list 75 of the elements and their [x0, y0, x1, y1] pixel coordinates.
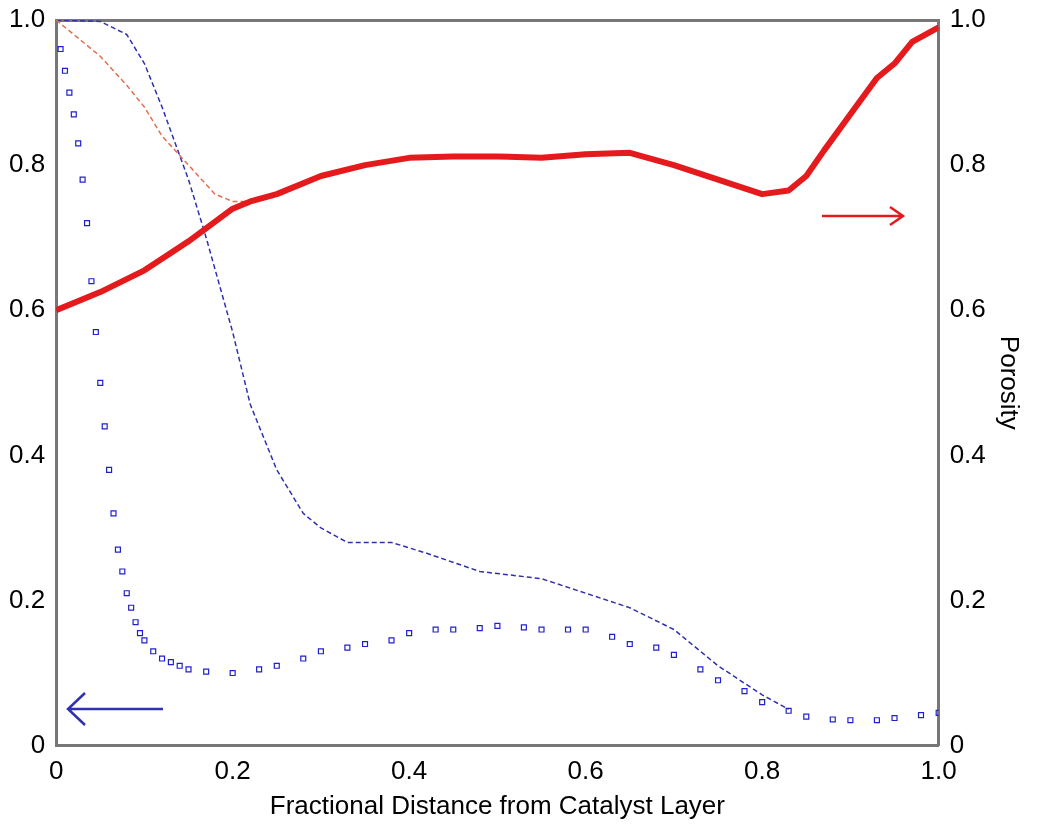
point	[66, 89, 73, 96]
point	[75, 140, 82, 147]
point	[388, 637, 395, 644]
y-tick-label: 0.4	[8, 438, 46, 469]
x-tick-label: 0.8	[744, 755, 781, 786]
point	[92, 328, 99, 336]
point	[891, 714, 898, 722]
point	[83, 220, 91, 227]
point	[176, 662, 183, 669]
y2-tick-label: 0.8	[949, 148, 986, 179]
point	[697, 666, 704, 673]
point	[344, 644, 351, 651]
point	[741, 688, 748, 695]
y2-tick-label: 1.0	[949, 3, 986, 34]
point	[917, 712, 925, 719]
point	[450, 626, 457, 633]
y-tick-label: 0	[30, 728, 46, 759]
point	[167, 659, 174, 666]
point	[158, 655, 166, 662]
point	[582, 626, 589, 633]
point	[79, 176, 86, 183]
y2-axis-title: Porosity	[995, 335, 1026, 430]
point	[150, 648, 157, 655]
point	[829, 716, 836, 723]
y-tick-label: 0.8	[8, 148, 46, 179]
point	[494, 622, 501, 629]
point	[520, 624, 527, 631]
x-axis-title: Fractional Distance from Catalyst Layer	[269, 789, 726, 820]
point	[785, 707, 792, 714]
point	[61, 67, 69, 74]
point	[185, 666, 192, 673]
point	[476, 624, 483, 632]
point	[132, 619, 139, 626]
point	[361, 640, 369, 648]
y2-tick-label: 0.4	[949, 438, 986, 469]
y-tick-label: 0.6	[8, 293, 46, 324]
point	[609, 633, 616, 640]
point	[432, 626, 439, 633]
point	[229, 669, 236, 677]
point	[119, 568, 126, 575]
point	[106, 466, 113, 473]
point	[97, 379, 104, 386]
point	[136, 630, 144, 637]
point	[317, 648, 324, 655]
point	[110, 510, 117, 517]
point	[626, 640, 633, 648]
point	[273, 662, 280, 669]
x-tick-label: 0.4	[391, 755, 428, 786]
y-tick-label: 0.2	[8, 583, 46, 614]
point	[714, 677, 722, 684]
y2-tick-label: 0.6	[949, 293, 986, 324]
point	[256, 666, 263, 673]
point	[300, 655, 307, 662]
point	[123, 590, 130, 597]
y2-tick-label: 0.2	[949, 583, 986, 614]
point	[803, 713, 810, 720]
y-tick-label: 1.0	[8, 3, 46, 34]
point	[406, 630, 413, 637]
point	[564, 626, 572, 633]
x-tick-label: 0.6	[567, 755, 604, 786]
point	[873, 717, 880, 724]
point	[101, 423, 108, 430]
point	[759, 698, 766, 706]
point	[88, 278, 95, 285]
x-tick-label: 0.2	[214, 755, 251, 786]
point	[847, 717, 854, 724]
point	[128, 604, 135, 611]
point	[141, 637, 148, 644]
point	[114, 546, 121, 553]
point	[670, 651, 677, 658]
point	[538, 626, 545, 633]
point	[653, 644, 660, 651]
point	[57, 45, 64, 53]
point	[70, 111, 77, 118]
point	[203, 668, 210, 675]
